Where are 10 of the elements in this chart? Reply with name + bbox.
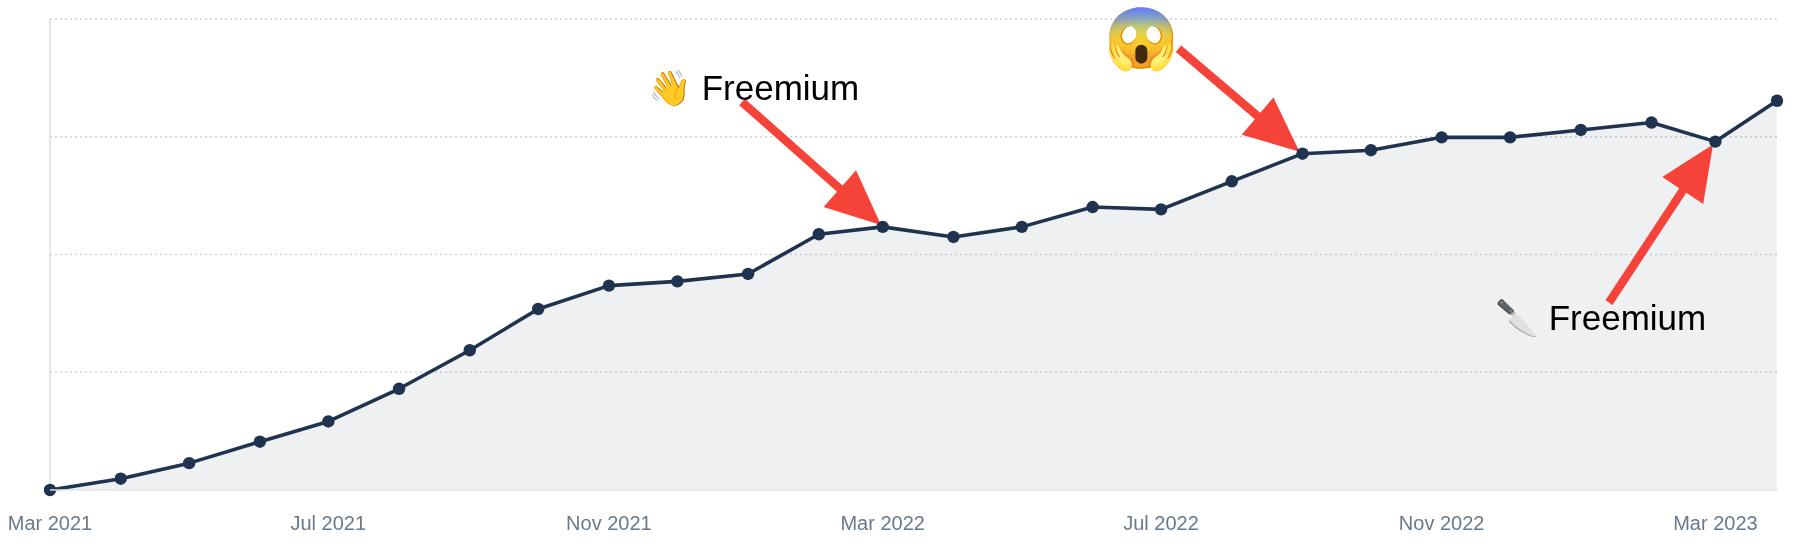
- x-tick-label: Mar 2022: [840, 512, 925, 534]
- x-tick-label: Nov 2021: [566, 512, 652, 534]
- x-tick-label: Jul 2022: [1123, 512, 1199, 534]
- x-tick-label: Mar 2021: [7, 512, 93, 534]
- annotation: 👋 Freemium: [648, 67, 860, 107]
- x-tick-label: Nov 2022: [1398, 512, 1485, 534]
- annotation: 🔪 Freemium: [1495, 298, 1707, 338]
- x-tick-label: Jul 2021: [290, 512, 367, 534]
- annotation: 😱: [1104, 5, 1180, 73]
- x-tick-label: Mar 2023: [1673, 512, 1758, 534]
